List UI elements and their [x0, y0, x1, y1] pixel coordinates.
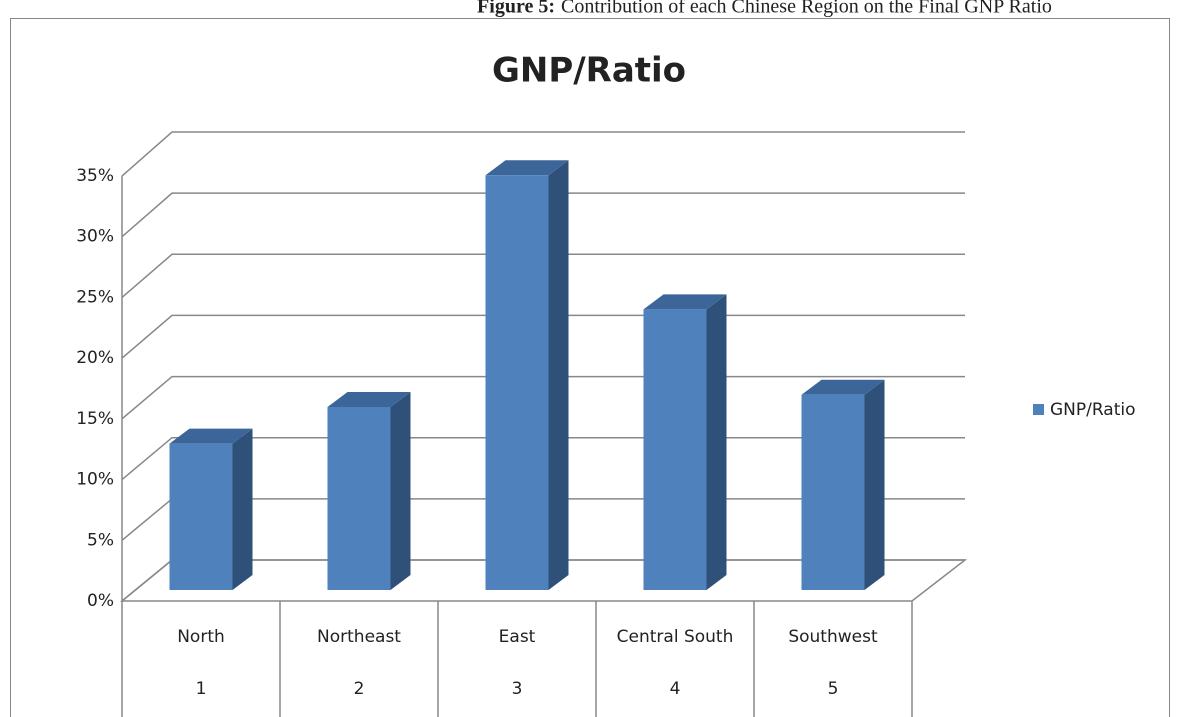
bar — [327, 392, 411, 590]
bar — [485, 160, 569, 590]
y-tick-label: 10% — [76, 470, 114, 490]
caption: Contribution of each Chinese Region on t… — [561, 0, 1052, 18]
grid-line — [121, 253, 965, 298]
y-tick-label: 0% — [87, 591, 114, 611]
bar — [801, 379, 885, 590]
y-tick-label: 30% — [76, 227, 114, 247]
caption-label: Figure 5: — [477, 0, 555, 18]
bar-face — [169, 428, 253, 444]
bar-face — [169, 443, 233, 590]
bar-face — [390, 392, 411, 590]
x-sub-label: 4 — [670, 679, 681, 699]
grid-line — [121, 131, 965, 177]
x-sub-label: 5 — [828, 679, 839, 699]
chart-border — [10, 18, 1170, 717]
x-sub-label: 1 — [196, 679, 207, 699]
x-tick-label: East — [499, 627, 536, 647]
y-tick-label: 20% — [76, 348, 114, 368]
y-tick-label: 5% — [87, 530, 114, 550]
x-sub-label: 3 — [512, 679, 523, 699]
bar-face — [801, 379, 885, 395]
y-tick-label: 15% — [76, 409, 114, 429]
bar-face — [327, 392, 411, 407]
bar-face — [485, 160, 569, 176]
bar — [643, 294, 727, 590]
x-tick-label: Southwest — [788, 627, 878, 647]
bar-face — [485, 175, 549, 590]
x-tick-label: Central South — [617, 627, 734, 647]
y-tick-label: 35% — [76, 166, 114, 186]
x-tick-label: Northeast — [317, 627, 401, 647]
bar — [169, 428, 253, 590]
y-tick-label: 25% — [76, 287, 114, 307]
chart-title: GNP/Ratio — [492, 51, 686, 91]
legend-swatch — [1033, 404, 1044, 415]
bar-face — [643, 309, 707, 590]
bar-face — [801, 394, 865, 590]
x-sub-label: 2 — [354, 679, 365, 699]
bar-face — [864, 379, 885, 590]
bar-face — [548, 160, 569, 590]
x-tick-label: North — [177, 627, 225, 647]
legend-label: GNP/Ratio — [1050, 400, 1136, 420]
bar-face — [327, 407, 391, 590]
grid-line — [121, 192, 965, 238]
bar-face — [643, 294, 727, 310]
bar-face — [232, 428, 253, 590]
bar-face — [706, 294, 727, 590]
